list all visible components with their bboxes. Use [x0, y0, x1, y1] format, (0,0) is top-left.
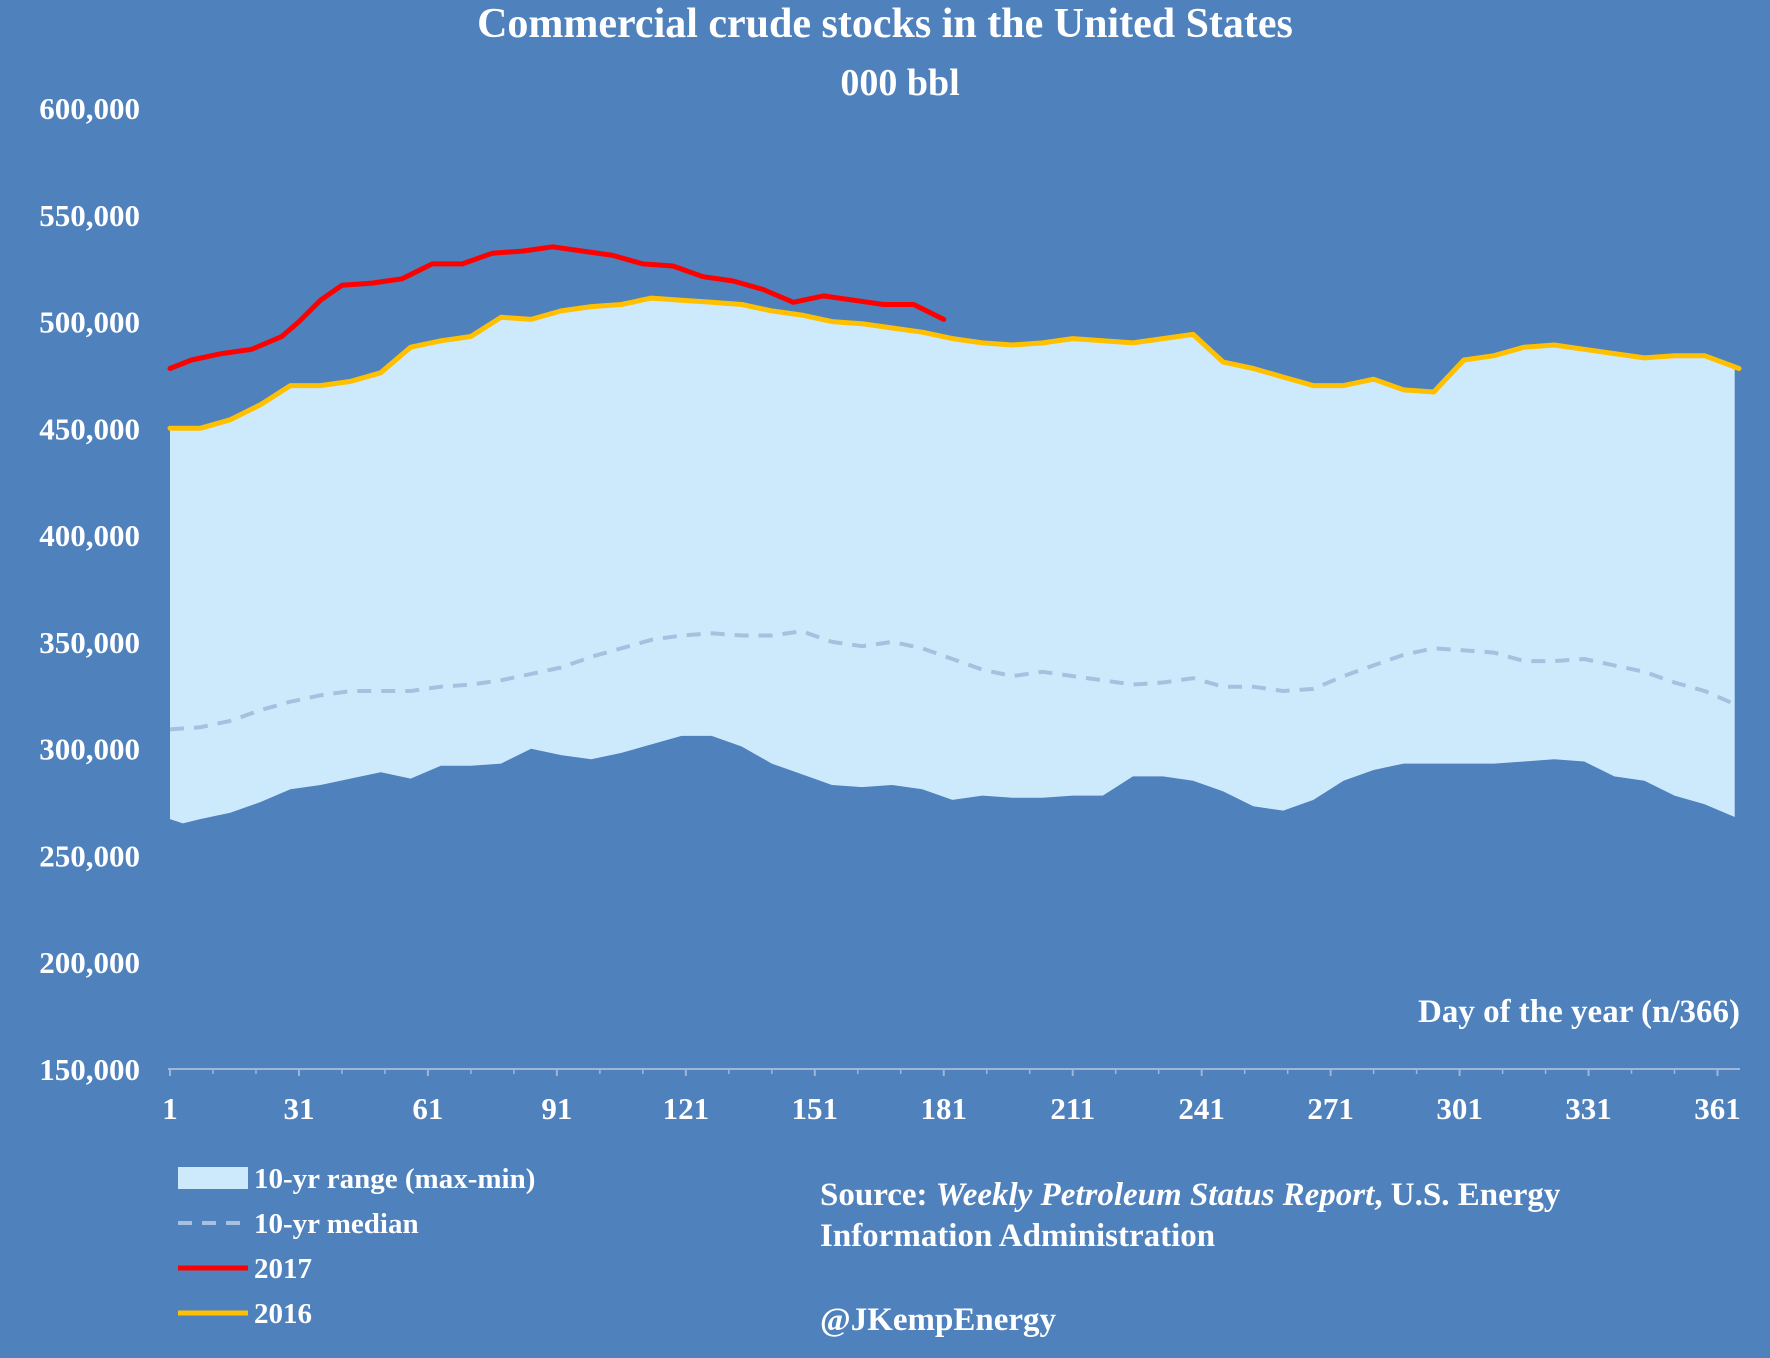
- source-line-2: Information Administration: [820, 1218, 1215, 1254]
- y-tick-label: 350,000: [39, 625, 140, 660]
- y-tick-label: 500,000: [39, 305, 140, 340]
- legend-label-10-yr-median: 10-yr median: [254, 1208, 419, 1240]
- legend-label-2017: 2017: [254, 1253, 312, 1285]
- source-line-1: Source: Weekly Petroleum Status Report, …: [820, 1177, 1561, 1213]
- x-tick-label: 61: [412, 1091, 443, 1126]
- x-tick-label: 241: [1178, 1091, 1225, 1126]
- x-tick-label: 151: [792, 1091, 839, 1126]
- series-line-10-yr-median: [169, 629, 1740, 732]
- x-axis-ticks: 1 31 61 91 121 151 181 211 241 271 301 331 361: [162, 1069, 1741, 1126]
- source-report-title: Weekly Petroleum Status Report: [936, 1177, 1375, 1213]
- legend-swatch-10-yr-range-max-min: [178, 1167, 248, 1189]
- legend: 10-yr range (max-min) 10-yr median 2017 201…: [178, 1163, 535, 1330]
- x-tick-label: 181: [921, 1091, 968, 1126]
- y-tick-label: 600,000: [39, 91, 140, 126]
- legend-label-2016: 2016: [254, 1298, 312, 1330]
- y-tick-label: 150,000: [39, 1052, 140, 1087]
- source-suffix: , U.S. Energy: [1374, 1177, 1561, 1213]
- y-tick-label: 200,000: [39, 945, 140, 980]
- x-tick-label: 1: [162, 1091, 178, 1126]
- series-line-2016: [167, 295, 1742, 431]
- y-axis-ticks: 600,000 550,000 500,000 450,000 400,000 350,0…: [39, 91, 140, 1087]
- legend-label-10-yr-range-max-min: 10-yr range (max-min): [254, 1163, 535, 1195]
- x-axis-label: Day of the year (n/366): [1418, 994, 1740, 1030]
- x-tick-label: 361: [1694, 1091, 1741, 1126]
- series-line-2017: [167, 244, 947, 371]
- x-tick-label: 331: [1565, 1091, 1612, 1126]
- y-tick-label: 300,000: [39, 732, 140, 767]
- y-tick-label: 450,000: [39, 411, 140, 446]
- author-handle: @JKempEnergy: [820, 1302, 1057, 1338]
- x-tick-label: 31: [283, 1091, 314, 1126]
- x-tick-label: 271: [1307, 1091, 1354, 1126]
- x-tick-label: 91: [541, 1091, 572, 1126]
- x-tick-label: 301: [1436, 1091, 1483, 1126]
- chart-subtitle: 000 bbl: [840, 62, 959, 104]
- plot-area: [167, 244, 1742, 824]
- series-layer: [167, 244, 1742, 732]
- source-prefix: Source:: [820, 1177, 936, 1213]
- range-band-area: [170, 298, 1735, 824]
- x-tick-label: 211: [1050, 1091, 1095, 1126]
- x-tick-label: 121: [663, 1091, 710, 1126]
- source-note: Source: Weekly Petroleum Status Report, …: [820, 1177, 1561, 1338]
- y-tick-label: 400,000: [39, 518, 140, 553]
- y-tick-label: 250,000: [39, 838, 140, 873]
- y-tick-label: 550,000: [39, 198, 140, 233]
- chart-title: Commercial crude stocks in the United St…: [477, 1, 1293, 47]
